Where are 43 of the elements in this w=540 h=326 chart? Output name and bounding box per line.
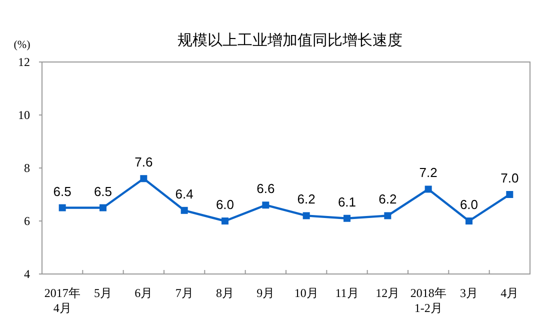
point bbox=[506, 191, 514, 198]
y-tick-label: 10 bbox=[18, 108, 30, 122]
point bbox=[222, 218, 228, 224]
point bbox=[384, 212, 392, 220]
x-tick-label: 11月 bbox=[335, 286, 359, 300]
data-label: 6.0 bbox=[216, 197, 234, 212]
data-label: 6.0 bbox=[460, 197, 478, 212]
point bbox=[262, 202, 270, 209]
data-label: 6.2 bbox=[378, 192, 397, 207]
point bbox=[344, 214, 350, 222]
x-tick-label: 2018年 1-2月 bbox=[410, 286, 446, 315]
data-label: 6.6 bbox=[256, 181, 275, 196]
data-label: 7.6 bbox=[134, 154, 153, 170]
point bbox=[100, 204, 106, 212]
point bbox=[140, 175, 148, 182]
x-tick-label: 9月 bbox=[256, 286, 275, 300]
data-label: 6.4 bbox=[175, 186, 194, 202]
point bbox=[180, 206, 188, 214]
x-tick-label: 2017年 4月 bbox=[44, 286, 80, 315]
x-tick-label: 7月 bbox=[175, 286, 194, 300]
x-tick-label: 6月 bbox=[134, 286, 153, 300]
data-label: 6.1 bbox=[338, 194, 356, 210]
point bbox=[302, 212, 310, 220]
data-label: 6.5 bbox=[94, 184, 112, 199]
y-tick-label: 8 bbox=[24, 161, 30, 175]
y-tick-label: 12 bbox=[18, 55, 30, 69]
data-label: 7.2 bbox=[419, 165, 438, 180]
x-tick-label: 12月 bbox=[376, 286, 400, 300]
point bbox=[424, 186, 432, 193]
x-tick-label: 5月 bbox=[94, 286, 112, 300]
data-label: 7.0 bbox=[500, 170, 519, 186]
point bbox=[58, 204, 66, 212]
y-tick-label: 6 bbox=[24, 214, 30, 228]
chart-title: 规模以上工业增加值同比增长速度 bbox=[178, 31, 402, 49]
x-tick-label: 10月 bbox=[294, 286, 318, 300]
x-tick-label: 3月 bbox=[460, 286, 478, 300]
data-label: 6.5 bbox=[53, 184, 72, 199]
y-tick-label: 4 bbox=[24, 267, 30, 281]
x-tick-label: 8月 bbox=[216, 286, 234, 300]
data-label: 6.2 bbox=[297, 192, 316, 207]
y-axis-title: (%) bbox=[14, 39, 31, 51]
point bbox=[466, 218, 472, 224]
x-tick-label: 4月 bbox=[500, 286, 519, 300]
